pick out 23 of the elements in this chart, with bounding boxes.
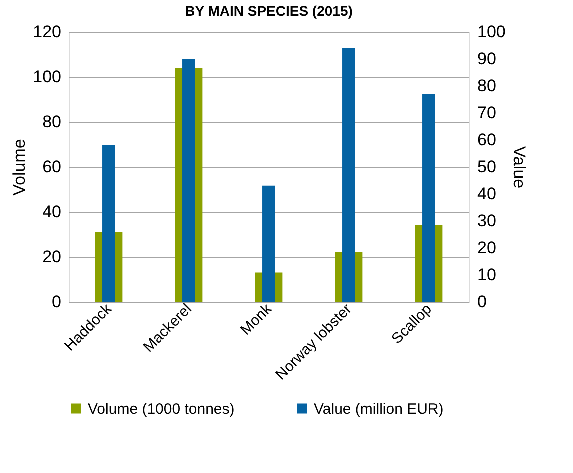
- y-tick-label: 0: [52, 292, 62, 312]
- y2-tick-label: 100: [478, 22, 506, 42]
- chart-title: BY MAIN SPECIES (2015): [185, 3, 353, 19]
- y-axis-title: Volume: [10, 139, 30, 196]
- y2-tick-label: 70: [478, 104, 496, 122]
- y2-tick-label: 50: [478, 158, 496, 176]
- y2-tick-label: 40: [478, 184, 496, 204]
- y-tick-label: 80: [42, 112, 62, 132]
- legend-label: Volume (1000 tonnes): [88, 400, 235, 418]
- y-tick-label: 20: [42, 248, 62, 266]
- y-tick-label: 120: [33, 22, 62, 42]
- y-tick-label: 40: [42, 202, 62, 222]
- y2-tick-label: 60: [478, 130, 496, 150]
- y2-tick-label: 90: [478, 50, 496, 68]
- y-tick-label: 100: [33, 68, 62, 86]
- y-tick-label: 60: [42, 158, 62, 176]
- legend-label: Value (million EUR): [314, 400, 444, 418]
- y2-tick-label: 0: [478, 292, 487, 312]
- y2-tick-label: 80: [478, 76, 496, 96]
- y2-axis-title: Value: [510, 146, 529, 189]
- y2-tick-label: 10: [478, 266, 496, 284]
- y2-tick-label: 30: [478, 212, 496, 230]
- y2-tick-label: 20: [478, 238, 496, 258]
